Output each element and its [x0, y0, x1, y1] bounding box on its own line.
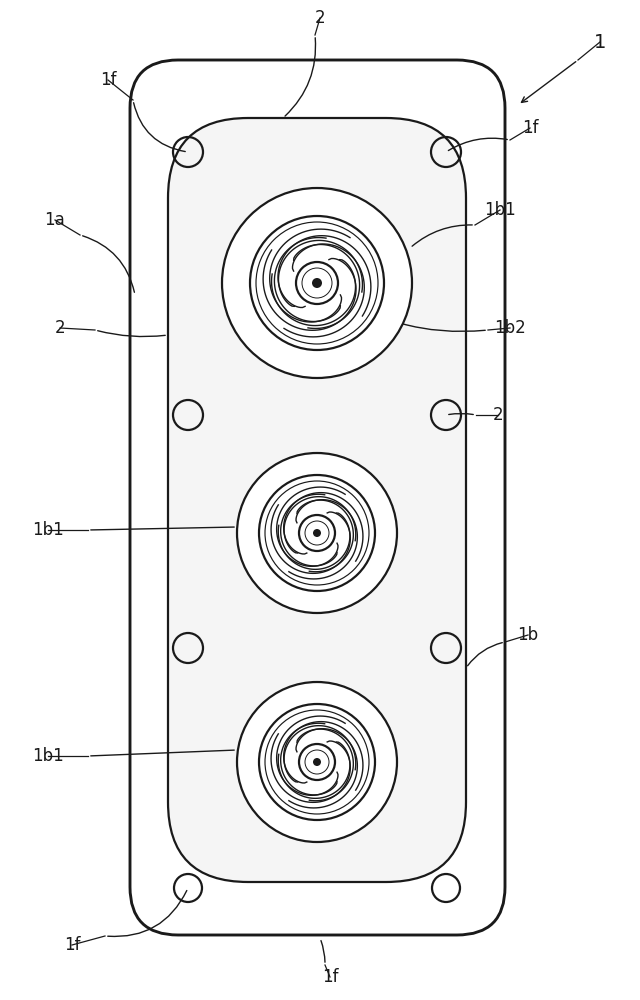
Text: 2: 2	[315, 9, 325, 27]
Circle shape	[312, 278, 322, 288]
Text: 1b2: 1b2	[494, 319, 526, 337]
Text: 1b1: 1b1	[484, 201, 516, 219]
Polygon shape	[284, 244, 364, 337]
Circle shape	[313, 758, 321, 766]
Polygon shape	[276, 487, 345, 566]
FancyBboxPatch shape	[130, 60, 505, 935]
Polygon shape	[263, 250, 356, 330]
Polygon shape	[289, 500, 357, 579]
Text: 2: 2	[54, 319, 65, 337]
Polygon shape	[271, 505, 350, 573]
Polygon shape	[284, 722, 363, 790]
Circle shape	[296, 262, 338, 304]
Text: 1f: 1f	[322, 968, 339, 986]
Text: 1a: 1a	[45, 211, 65, 229]
Text: 1b: 1b	[517, 626, 539, 644]
Circle shape	[222, 188, 412, 378]
Circle shape	[299, 744, 335, 780]
Circle shape	[237, 682, 397, 842]
FancyBboxPatch shape	[168, 118, 466, 882]
Text: 1f: 1f	[100, 71, 116, 89]
Text: 1: 1	[594, 32, 606, 51]
Circle shape	[237, 453, 397, 613]
Text: 1b1: 1b1	[32, 521, 64, 539]
Text: 1f: 1f	[64, 936, 80, 954]
Polygon shape	[271, 734, 350, 802]
Text: 2: 2	[493, 406, 503, 424]
Circle shape	[313, 529, 321, 537]
Circle shape	[299, 515, 335, 551]
Polygon shape	[269, 229, 350, 322]
Polygon shape	[276, 716, 345, 795]
Text: 1b1: 1b1	[32, 747, 64, 765]
Text: 1f: 1f	[522, 119, 538, 137]
Polygon shape	[289, 729, 357, 808]
Polygon shape	[284, 493, 363, 561]
Polygon shape	[278, 236, 371, 316]
